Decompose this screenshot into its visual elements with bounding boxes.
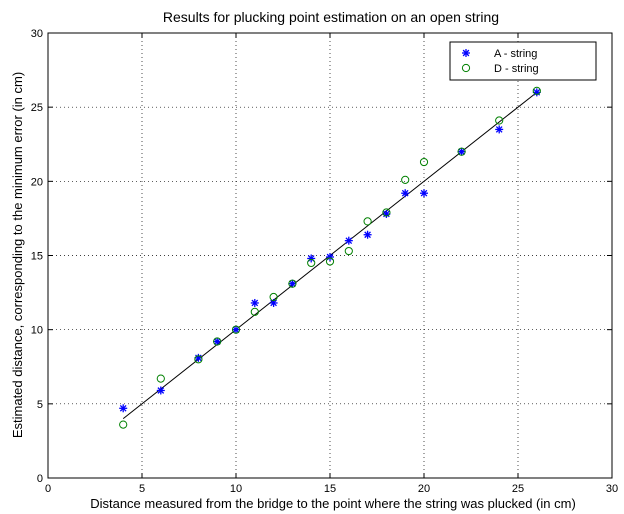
y-axis-label: Estimated distance, corresponding to the… <box>10 72 25 438</box>
circle-point <box>363 217 372 226</box>
y-tick-label: 15 <box>31 251 43 263</box>
y-tick-label: 5 <box>37 399 43 411</box>
circle-point <box>119 420 128 429</box>
circle-point <box>382 208 391 217</box>
circle-point <box>495 116 504 125</box>
circle-point <box>156 374 165 383</box>
y-tick-label: 10 <box>31 325 43 337</box>
legend-asterisk-marker <box>462 49 470 57</box>
y-tick-label: 0 <box>37 473 43 485</box>
circle-point <box>457 147 466 156</box>
circle-point <box>213 337 222 346</box>
legend-label: D - string <box>494 63 539 75</box>
circle-point <box>231 325 241 334</box>
circle-point <box>307 258 316 268</box>
asterisk-point <box>269 298 278 307</box>
asterisk-point <box>156 386 165 395</box>
asterisk-point <box>457 147 466 156</box>
circle-point <box>194 355 203 364</box>
legend-circle-marker <box>461 63 471 73</box>
x-tick-label: 25 <box>512 483 524 495</box>
circle-point <box>401 175 410 184</box>
x-tick-label: 15 <box>324 483 336 495</box>
circle-point <box>269 292 278 302</box>
asterisk-point <box>119 404 128 413</box>
circle-point <box>344 246 353 256</box>
x-tick-label: 5 <box>139 483 145 495</box>
x-tick-label: 10 <box>230 483 242 495</box>
asterisk-point <box>326 252 334 261</box>
asterisk-point <box>307 254 316 263</box>
axis-ticks: 0 5 10 15 20 25 30 0 5 10 15 20 25 30 <box>31 28 618 495</box>
circle-point <box>288 279 297 288</box>
asterisk-point <box>232 325 240 334</box>
legend-label: A - string <box>494 48 537 60</box>
x-tick-label: 30 <box>606 483 618 495</box>
asterisk-point <box>250 298 259 307</box>
asterisk-point <box>213 337 222 346</box>
x-tick-label: 20 <box>418 483 430 495</box>
asterisk-point <box>288 279 297 288</box>
circle-point <box>419 157 429 167</box>
y-tick-label: 20 <box>31 176 43 188</box>
asterisk-point <box>495 125 504 134</box>
circle-point <box>325 257 335 266</box>
asterisk-point <box>401 189 410 198</box>
x-axis-label: Distance measured from the bridge to the… <box>90 496 576 511</box>
asterisk-point <box>344 236 353 245</box>
x-tick-label: 0 <box>45 483 51 495</box>
data-points <box>119 86 541 429</box>
circle-point <box>250 307 259 316</box>
y-tick-label: 25 <box>31 102 43 114</box>
circle-point <box>532 86 541 95</box>
y-tick-label: 30 <box>31 28 43 40</box>
asterisk-point <box>363 230 372 239</box>
asterisk-point <box>420 189 428 198</box>
legend: A - string D - string <box>449 41 597 81</box>
legend-box <box>449 41 597 81</box>
chart-title: Results for plucking point estimation on… <box>163 9 499 25</box>
